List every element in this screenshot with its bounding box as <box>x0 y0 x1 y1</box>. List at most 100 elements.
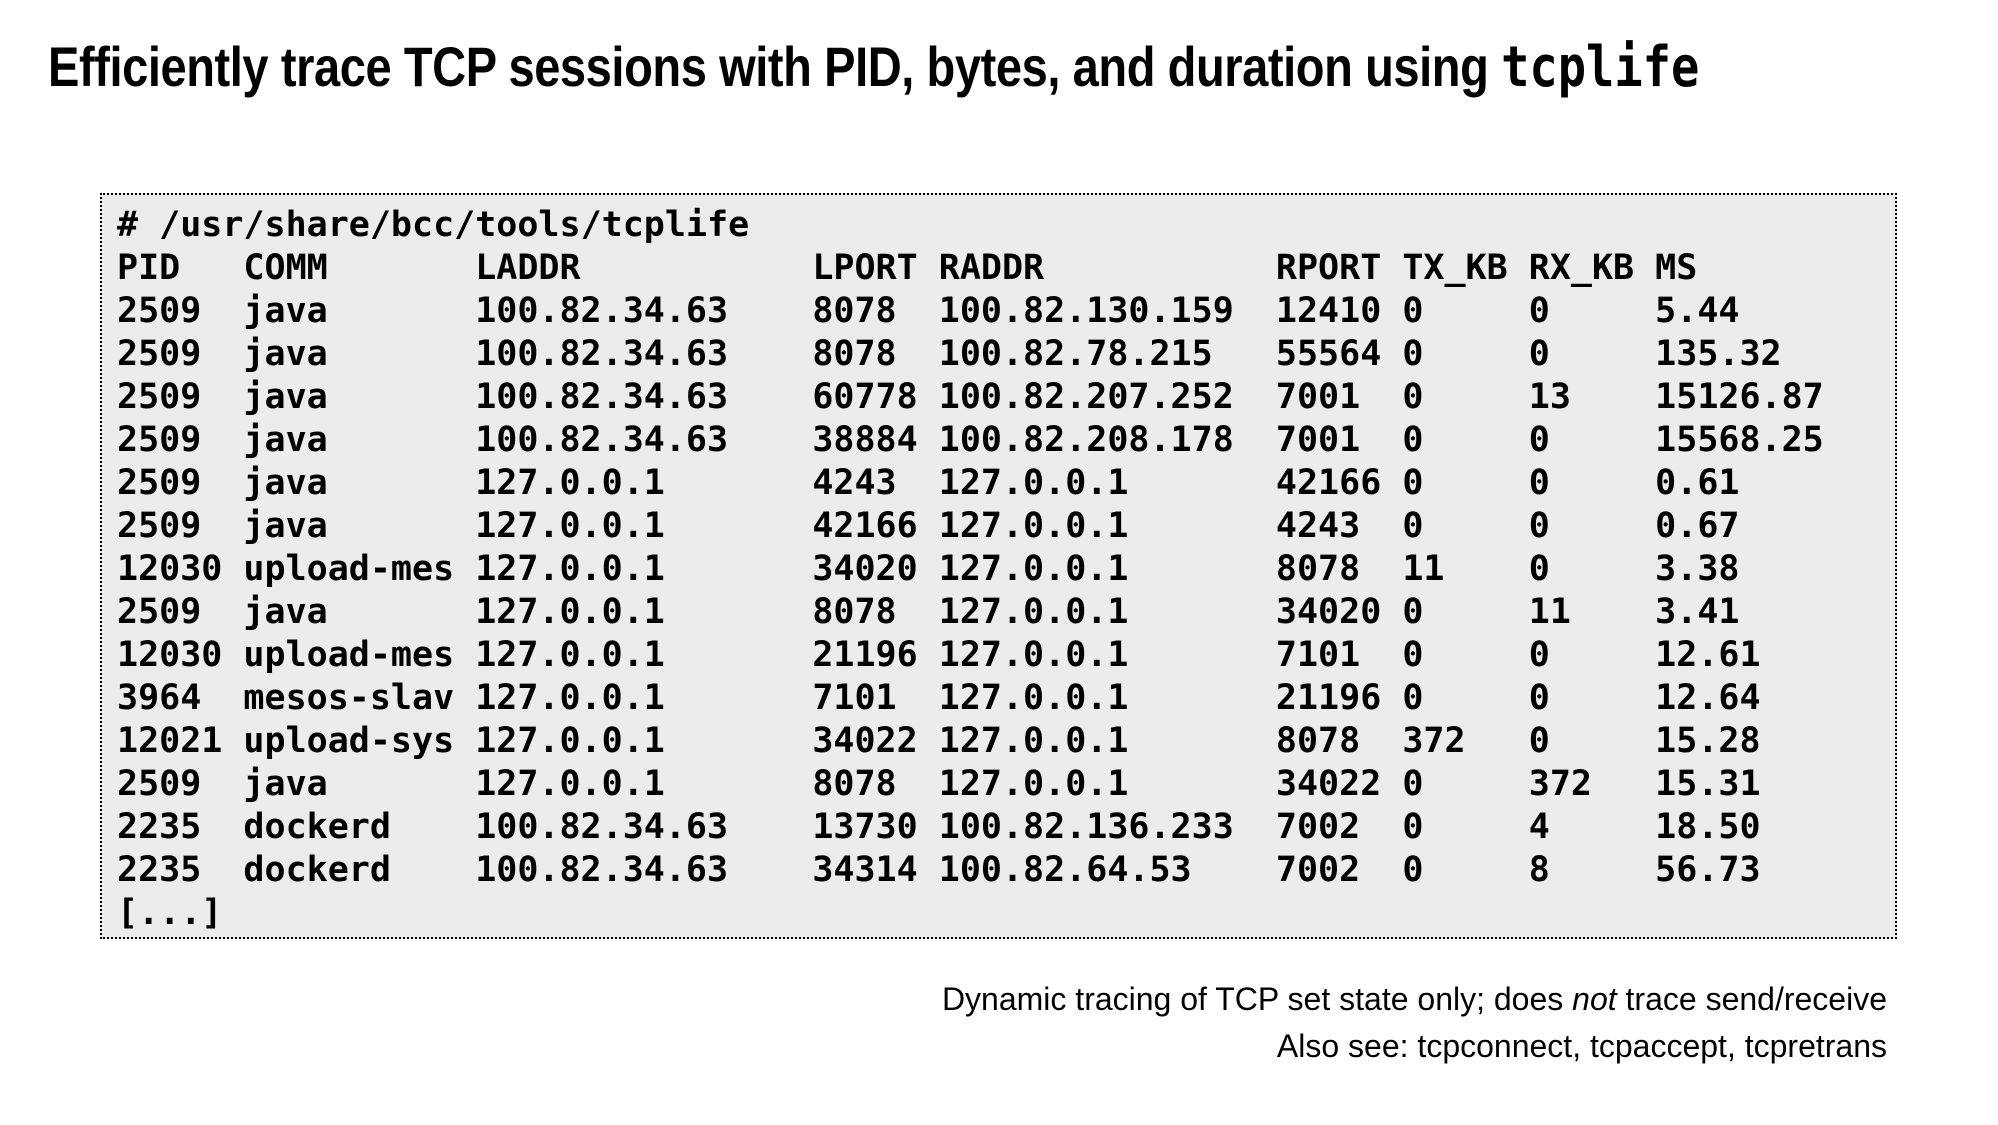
cell-pid: 2509 <box>117 334 202 374</box>
column-header-tx-kb: TX_KB <box>1402 248 1508 288</box>
cell-rport: 7001 <box>1275 377 1361 417</box>
cell-laddr: 100.82.34.63 <box>475 850 729 890</box>
cell-comm: java <box>243 377 328 417</box>
cell-rx-kb: 0 <box>1528 463 1550 503</box>
cell-laddr: 127.0.0.1 <box>475 549 665 589</box>
table-row: 3964 mesos-slav 127.0.0.1 7101 127.0.0.1 2119… <box>117 677 1824 720</box>
cell-raddr: 100.82.64.53 <box>938 850 1192 890</box>
cell-pid: 2509 <box>117 592 202 632</box>
table-row: 12030 upload-mes 127.0.0.1 34020 127.0.0.1 80… <box>117 548 1824 591</box>
cell-lport: 21196 <box>812 635 918 675</box>
slide-title-text: Efficiently trace TCP sessions with PID,… <box>48 35 1502 98</box>
cell-laddr: 100.82.34.63 <box>475 377 729 417</box>
cell-rport: 7002 <box>1275 850 1361 890</box>
cell-rport: 21196 <box>1275 678 1382 718</box>
cell-lport: 34314 <box>812 850 918 890</box>
cell-raddr: 127.0.0.1 <box>938 592 1129 632</box>
cell-raddr: 127.0.0.1 <box>938 463 1129 503</box>
cell-comm: java <box>243 506 328 546</box>
cell-ms: 3.41 <box>1655 592 1740 632</box>
cell-pid: 2235 <box>117 807 202 847</box>
cell-ms: 56.73 <box>1655 850 1761 890</box>
cell-rx-kb: 0 <box>1528 506 1550 546</box>
table-row: 2235 dockerd 100.82.34.63 13730 100.82.136.2… <box>117 806 1824 849</box>
cell-pid: 2509 <box>117 764 202 804</box>
cell-raddr: 127.0.0.1 <box>938 764 1129 804</box>
cell-rx-kb: 0 <box>1528 721 1550 761</box>
cell-lport: 34020 <box>812 549 918 589</box>
footer-note-1-italic: not <box>1572 981 1617 1017</box>
cell-rport: 8078 <box>1275 549 1361 589</box>
cell-pid: 2235 <box>117 850 202 890</box>
terminal-truncation-line: [...] <box>117 893 223 933</box>
table-row: 2235 dockerd 100.82.34.63 34314 100.82.64.53… <box>117 849 1824 892</box>
cell-comm: java <box>243 463 328 503</box>
cell-rport: 12410 <box>1275 291 1382 331</box>
cell-ms: 5.44 <box>1655 291 1740 331</box>
footer-note-1: Dynamic tracing of TCP set state only; d… <box>942 976 1887 1023</box>
table-header-row: PID COMM LADDR LPORT RADDR RPORT TX_KB RX_KB MS <box>117 247 1824 290</box>
cell-raddr: 127.0.0.1 <box>938 506 1129 546</box>
cell-comm: java <box>243 420 328 460</box>
cell-laddr: 100.82.34.63 <box>475 291 729 331</box>
cell-lport: 8078 <box>812 291 897 331</box>
cell-tx-kb: 0 <box>1402 291 1424 331</box>
cell-pid: 2509 <box>117 420 202 460</box>
cell-pid: 12021 <box>117 721 223 761</box>
column-header-lport: LPORT <box>812 248 918 288</box>
cell-rx-kb: 8 <box>1528 850 1550 890</box>
cell-comm: mesos-slav <box>243 678 455 718</box>
cell-rx-kb: 13 <box>1528 377 1571 417</box>
cell-laddr: 127.0.0.1 <box>475 635 665 675</box>
column-header-comm: COMM <box>243 248 328 288</box>
cell-tx-kb: 0 <box>1402 377 1424 417</box>
cell-laddr: 100.82.34.63 <box>475 807 729 847</box>
footer-note-1-text-after: trace send/receive <box>1616 981 1887 1017</box>
cell-rx-kb: 0 <box>1528 334 1550 374</box>
cell-lport: 42166 <box>812 506 918 546</box>
cell-laddr: 127.0.0.1 <box>475 506 665 546</box>
cell-tx-kb: 0 <box>1402 592 1424 632</box>
cell-lport: 8078 <box>812 334 897 374</box>
cell-ms: 0.67 <box>1655 506 1740 546</box>
cell-rport: 7001 <box>1275 420 1361 460</box>
cell-rx-kb: 0 <box>1528 291 1550 331</box>
cell-ms: 18.50 <box>1655 807 1761 847</box>
cell-rport: 8078 <box>1275 721 1361 761</box>
cell-tx-kb: 0 <box>1402 334 1424 374</box>
cell-laddr: 100.82.34.63 <box>475 420 729 460</box>
cell-comm: upload-mes <box>243 635 455 675</box>
column-header-raddr: RADDR <box>938 248 1045 288</box>
table-row: 2509 java 127.0.0.1 8078 127.0.0.1 34022 0 372 1… <box>117 763 1824 806</box>
cell-pid: 3964 <box>117 678 202 718</box>
cell-laddr: 100.82.34.63 <box>475 334 729 374</box>
cell-rport: 7002 <box>1275 807 1361 847</box>
table-row: 2509 java 100.82.34.63 60778 100.82.207.252 7… <box>117 376 1824 419</box>
table-body: 2509 java 100.82.34.63 8078 100.82.130.159 12… <box>117 290 1824 892</box>
column-header-laddr: LADDR <box>475 248 581 288</box>
cell-lport: 38884 <box>812 420 918 460</box>
cell-pid: 2509 <box>117 377 202 417</box>
cell-rport: 34022 <box>1275 764 1382 804</box>
cell-ms: 135.32 <box>1655 334 1782 374</box>
table-row: 12021 upload-sys 127.0.0.1 34022 127.0.0.1 80… <box>117 720 1824 763</box>
column-header-rx-kb: RX_KB <box>1528 248 1635 288</box>
cell-raddr: 100.82.130.159 <box>938 291 1234 331</box>
cell-tx-kb: 0 <box>1402 420 1424 460</box>
cell-tx-kb: 0 <box>1402 764 1424 804</box>
cell-laddr: 127.0.0.1 <box>475 764 665 804</box>
cell-comm: java <box>243 334 328 374</box>
cell-tx-kb: 0 <box>1402 506 1424 546</box>
cell-raddr: 100.82.208.178 <box>938 420 1234 460</box>
cell-rx-kb: 0 <box>1528 678 1550 718</box>
cell-rport: 4243 <box>1275 506 1361 546</box>
cell-rx-kb: 0 <box>1528 635 1550 675</box>
cell-ms: 15.28 <box>1655 721 1761 761</box>
cell-lport: 7101 <box>812 678 897 718</box>
cell-pid: 2509 <box>117 463 202 503</box>
cell-lport: 8078 <box>812 764 897 804</box>
cell-raddr: 127.0.0.1 <box>938 549 1129 589</box>
cell-tx-kb: 372 <box>1402 721 1466 761</box>
footer-note-2: Also see: tcpconnect, tcpaccept, tcpretr… <box>1276 1028 1887 1064</box>
cell-laddr: 127.0.0.1 <box>475 678 665 718</box>
